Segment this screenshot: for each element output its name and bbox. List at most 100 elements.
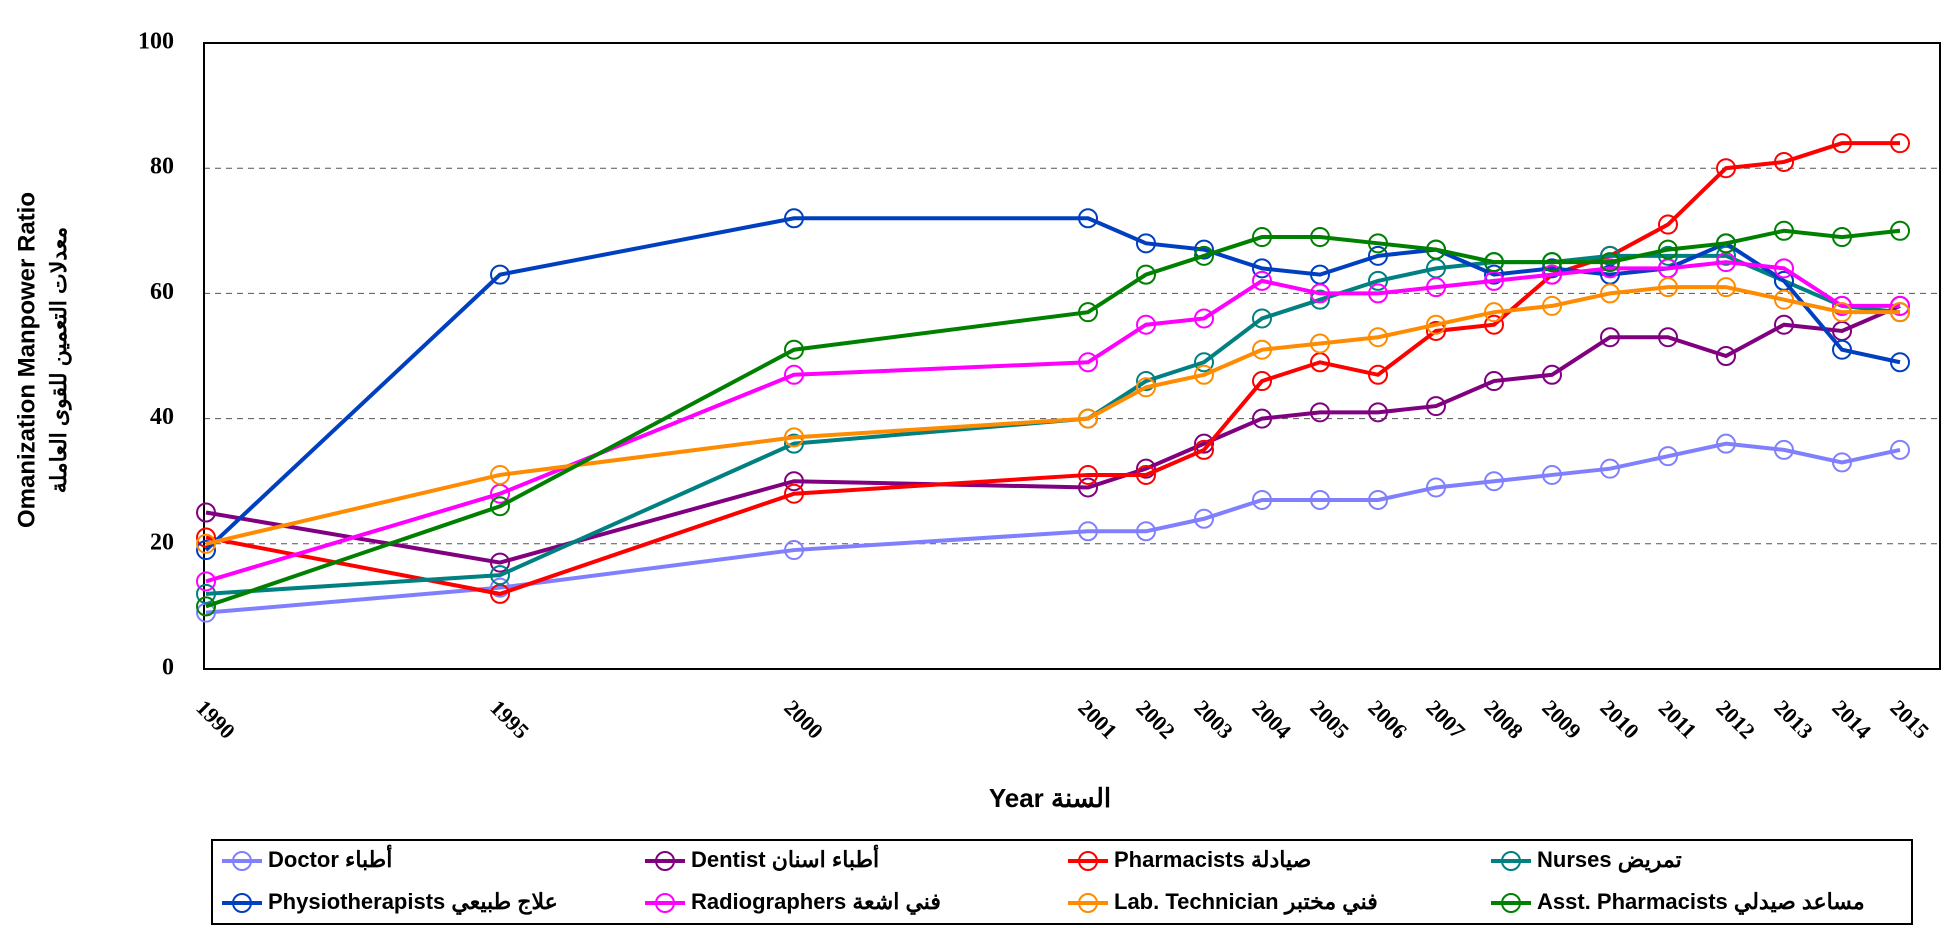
point-marker bbox=[1832, 295, 1852, 316]
point-marker bbox=[784, 427, 804, 448]
point-marker bbox=[1252, 371, 1272, 392]
point-marker bbox=[196, 571, 216, 592]
point-marker bbox=[1832, 452, 1852, 473]
x-tick-label: 2001 bbox=[1073, 695, 1122, 744]
point-marker bbox=[196, 583, 216, 604]
point-marker bbox=[1078, 408, 1098, 429]
x-tick-label: 1990 bbox=[191, 695, 240, 744]
point-marker bbox=[1078, 477, 1098, 498]
point-marker bbox=[1484, 302, 1504, 323]
y-tick-label: 80 bbox=[150, 154, 174, 180]
point-marker bbox=[1078, 208, 1098, 229]
point-marker bbox=[1484, 264, 1504, 285]
point-marker bbox=[784, 339, 804, 360]
x-tick-label: 2008 bbox=[1479, 695, 1528, 744]
point-marker bbox=[1252, 308, 1272, 329]
point-marker bbox=[1252, 339, 1272, 360]
point-marker bbox=[490, 496, 510, 517]
point-marker bbox=[1774, 289, 1794, 310]
point-marker bbox=[1310, 333, 1330, 354]
point-marker bbox=[1426, 477, 1446, 498]
legend-label: Doctor أطباء bbox=[268, 844, 392, 872]
point-marker bbox=[1890, 439, 1910, 460]
x-tick-label: 2014 bbox=[1827, 695, 1876, 744]
point-marker bbox=[1832, 227, 1852, 248]
x-tick-label: 2013 bbox=[1769, 695, 1818, 744]
y-tick-label: 20 bbox=[150, 529, 174, 555]
point-marker bbox=[1426, 277, 1446, 298]
point-marker bbox=[1484, 314, 1504, 335]
point-marker bbox=[1194, 308, 1214, 329]
y-axis-label-ar: معدلات التعمين للقوى العاملة bbox=[46, 227, 72, 493]
series-line bbox=[205, 253, 1901, 596]
legend-marker bbox=[655, 851, 675, 871]
point-marker bbox=[1600, 258, 1620, 279]
point-marker bbox=[1136, 464, 1156, 485]
point-marker bbox=[1136, 458, 1156, 479]
x-tick-label: 1995 bbox=[485, 695, 534, 744]
point-marker bbox=[1368, 402, 1388, 423]
point-marker bbox=[1658, 245, 1678, 266]
x-tick-label: 2015 bbox=[1885, 695, 1934, 744]
point-marker bbox=[1136, 377, 1156, 398]
x-tick-label: 2009 bbox=[1537, 695, 1586, 744]
point-marker bbox=[1890, 133, 1910, 154]
legend-marker bbox=[655, 893, 675, 913]
legend-label: Asst. Pharmacists مساعد صيدلي bbox=[1537, 889, 1865, 915]
point-marker bbox=[1426, 320, 1446, 341]
x-tick-label: 2005 bbox=[1305, 695, 1354, 744]
point-marker bbox=[1484, 252, 1504, 273]
point-marker bbox=[1078, 464, 1098, 485]
point-marker bbox=[1542, 464, 1562, 485]
point-marker bbox=[1078, 352, 1098, 373]
point-marker bbox=[1716, 433, 1736, 454]
point-marker bbox=[1252, 408, 1272, 429]
point-marker bbox=[1600, 458, 1620, 479]
point-marker bbox=[1252, 258, 1272, 279]
point-marker bbox=[1136, 264, 1156, 285]
point-marker bbox=[1542, 258, 1562, 279]
y-tick-label: 60 bbox=[150, 279, 174, 305]
point-marker bbox=[1774, 439, 1794, 460]
legend-box bbox=[211, 839, 1913, 925]
point-marker bbox=[784, 364, 804, 385]
x-tick-label: 2000 bbox=[779, 695, 828, 744]
legend-marker bbox=[232, 851, 252, 871]
point-marker bbox=[1484, 371, 1504, 392]
point-marker bbox=[1310, 283, 1330, 304]
point-marker bbox=[1368, 245, 1388, 266]
legend-label: Radiographers فني اشعة bbox=[691, 889, 941, 915]
y-tick-label: 40 bbox=[150, 404, 174, 430]
point-marker bbox=[1484, 471, 1504, 492]
point-marker bbox=[1890, 295, 1910, 316]
point-marker bbox=[1194, 245, 1214, 266]
point-marker bbox=[1832, 302, 1852, 323]
point-marker bbox=[1194, 352, 1214, 373]
point-marker bbox=[1600, 327, 1620, 348]
point-marker bbox=[1658, 277, 1678, 298]
point-marker bbox=[490, 552, 510, 573]
legend-marker bbox=[1078, 851, 1098, 871]
legend-label: Physiotherapists علاج طبيعي bbox=[268, 889, 558, 915]
series-line bbox=[204, 216, 1901, 552]
point-marker bbox=[1310, 227, 1330, 248]
legend-marker bbox=[1078, 893, 1098, 913]
point-marker bbox=[1542, 252, 1562, 273]
x-tick-label: 2012 bbox=[1711, 695, 1760, 744]
point-marker bbox=[1542, 364, 1562, 385]
point-marker bbox=[1136, 521, 1156, 542]
point-marker bbox=[1310, 489, 1330, 510]
point-marker bbox=[1194, 433, 1214, 454]
point-marker bbox=[1542, 264, 1562, 285]
point-marker bbox=[1774, 151, 1794, 172]
point-marker bbox=[1194, 239, 1214, 260]
point-marker bbox=[1658, 239, 1678, 260]
legend-marker bbox=[232, 893, 252, 913]
point-marker bbox=[1832, 133, 1852, 154]
point-marker bbox=[1890, 220, 1910, 241]
x-tick-label: 2003 bbox=[1189, 695, 1238, 744]
legend-label: Nurses تمريض bbox=[1537, 847, 1682, 873]
point-marker bbox=[1368, 233, 1388, 254]
series-line bbox=[205, 304, 1901, 565]
